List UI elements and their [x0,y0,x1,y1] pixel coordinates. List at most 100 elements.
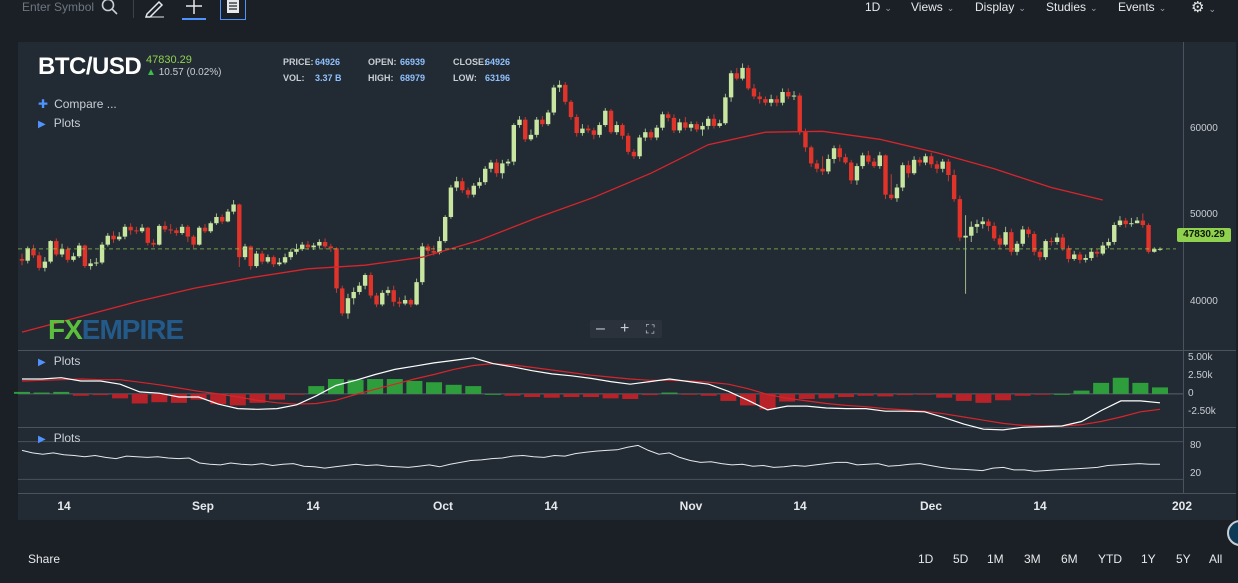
candle-body [117,236,122,240]
candle-body [991,225,997,239]
macd-plots-toggle[interactable]: ▶ Plots [38,354,80,368]
candle [568,100,574,120]
candle [448,184,454,219]
candle [54,238,59,257]
range-3m-button[interactable]: 3M [1024,552,1041,566]
range-6m-button[interactable]: 6M [1061,552,1078,566]
candle-body [528,134,534,140]
candle [1043,239,1048,260]
range-ytd-button[interactable]: YTD [1098,552,1122,566]
compare-button[interactable]: ✚ Compare ... [38,97,117,111]
macd-histogram-bar [524,393,541,398]
candle [563,82,568,105]
candle-body [65,249,70,260]
events-menu[interactable]: Events ⌄ [1118,0,1166,14]
macd-histogram-bar [877,393,894,397]
candle-body [894,187,900,199]
candle [1066,245,1071,263]
candle-body [54,241,59,255]
candle-body [608,110,614,133]
pencil-icon[interactable] [143,0,167,20]
symbol-search-input[interactable]: Enter Symbol [22,0,95,14]
candle [608,108,614,134]
search-icon[interactable] [100,0,120,16]
macd-histogram-bar [975,393,992,403]
candle-body [162,225,168,230]
macd-histogram-bar [583,393,599,398]
candle-body [803,132,808,148]
candle [757,91,762,104]
studies-menu[interactable]: Studies ⌄ [1046,0,1098,14]
candle-body [322,241,328,247]
range-1y-button[interactable]: 1Y [1141,552,1156,566]
candle-body [25,248,30,261]
range-5d-button[interactable]: 5D [953,552,969,566]
candle [357,282,362,295]
candle-body [911,159,917,174]
candle [671,114,677,134]
plots-toggle[interactable]: ▶ Plots [38,116,80,130]
zoom-in-icon[interactable]: + [620,320,630,337]
share-button[interactable]: Share [28,552,61,566]
candle [603,108,608,127]
candle-body [294,249,299,252]
candle-body [820,168,825,172]
candle [1140,213,1146,228]
symbol-title: BTC/USD [38,53,142,80]
candle [265,254,271,264]
candle [791,91,797,101]
candle-body [357,285,362,292]
news-button[interactable] [220,0,246,20]
candle [99,241,105,265]
candle-body [42,261,48,268]
candle-body [59,249,65,255]
candle [237,203,242,267]
candle [1117,216,1123,227]
range-1d-button[interactable]: 1D [918,552,934,566]
macd-signal-line [21,362,1161,427]
candle-body [1100,245,1106,254]
zoom-out-icon[interactable]: – [596,320,605,337]
candle [288,249,293,260]
candle-body [1112,225,1117,242]
candle [145,226,151,246]
candle-body [706,118,711,126]
display-menu[interactable]: Display ⌄ [975,0,1026,14]
candle [677,118,682,134]
settings-menu[interactable]: ⚙ ⌄ [1191,0,1216,16]
range-5y-button[interactable]: 5Y [1176,552,1191,566]
candle [1026,226,1031,238]
candle-body [997,238,1003,245]
candle [768,94,774,107]
crosshair-icon[interactable] [182,0,206,20]
fullscreen-icon[interactable]: ⛶ [646,322,655,336]
candle [362,273,368,290]
candle-body [425,246,431,251]
candle-body [946,161,951,176]
interval-menu-label: 1D [865,0,881,14]
x-tick-label: 14 [544,499,558,513]
candle [648,129,654,141]
macd-histogram-bar [1132,382,1149,394]
price-change-value: 10.57 (0.02%) [158,67,222,78]
views-menu[interactable]: Views ⌄ [911,0,954,14]
macd-histogram-bar [308,386,325,394]
candle [803,128,808,152]
candle [317,239,322,249]
candle-body [282,257,288,263]
candle-body [1094,251,1100,254]
osc-plots-toggle[interactable]: ▶ Plots [38,431,80,445]
candle [500,159,505,179]
candle-body [934,164,940,169]
range-1m-button[interactable]: 1M [987,552,1004,566]
top-toolbar: Enter Symbol 1D ⌄ Views ⌄ Display ⌄ Studies… [0,0,1238,22]
interval-menu[interactable]: 1D ⌄ [865,0,892,14]
candle-body [442,216,448,242]
macd-histogram-bar [896,393,913,396]
macd-histogram-bar [367,379,384,394]
candle-body [511,125,516,162]
last-price-tag: 47830.29 [1177,228,1231,242]
candle [454,176,459,192]
range-all-button[interactable]: All [1209,552,1223,566]
